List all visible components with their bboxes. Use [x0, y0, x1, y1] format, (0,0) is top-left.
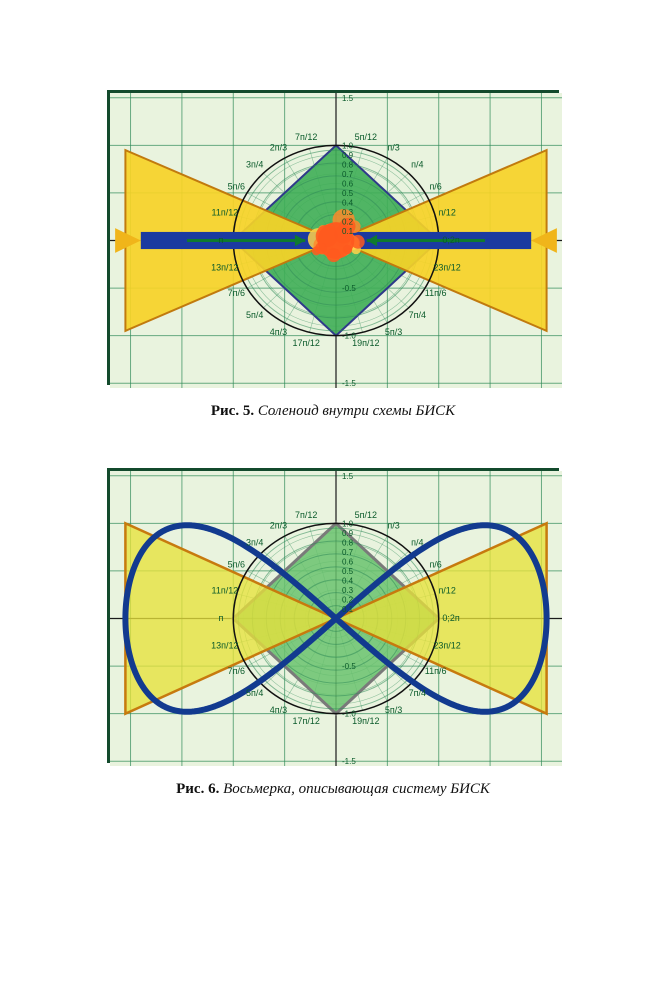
- figure-5-frame: 5п/12 7п/12 2п/3 п/3 3п/4 п/4 5п/6 п/6 11п/12 п/1…: [107, 90, 559, 385]
- svg-text:11п/6: 11п/6: [425, 288, 447, 298]
- svg-text:19п/12: 19п/12: [352, 716, 379, 726]
- svg-text:3п/4: 3п/4: [246, 160, 263, 170]
- svg-text:0.9: 0.9: [342, 151, 354, 160]
- svg-text:5п/4: 5п/4: [246, 688, 263, 698]
- svg-text:19п/12: 19п/12: [352, 338, 379, 348]
- svg-text:13п/12: 13п/12: [211, 640, 238, 650]
- svg-text:7п/6: 7п/6: [228, 288, 245, 298]
- svg-text:0.3: 0.3: [342, 208, 354, 217]
- svg-text:0.7: 0.7: [342, 548, 354, 557]
- svg-text:5п/3: 5п/3: [385, 705, 402, 715]
- figure-6-block: 5п/12 7п/12 2п/3 п/3 3п/4 п/4 5п/6 п/6 11п/12 п/1…: [0, 468, 666, 798]
- svg-text:1.5: 1.5: [342, 94, 354, 103]
- figure-5-caption-text: Соленоид внутри схемы БИСК: [258, 403, 455, 419]
- svg-text:-0.5: -0.5: [342, 662, 356, 671]
- svg-text:2п/3: 2п/3: [270, 521, 287, 531]
- svg-text:0.7: 0.7: [342, 170, 354, 179]
- svg-text:1.0: 1.0: [342, 519, 354, 528]
- svg-text:0.5: 0.5: [342, 189, 354, 198]
- svg-text:0.8: 0.8: [342, 538, 354, 547]
- svg-text:13п/12: 13п/12: [211, 262, 238, 272]
- figure-6-caption-text: Восьмерка, описывающая систему БИСК: [223, 781, 490, 797]
- svg-text:-1.5: -1.5: [342, 379, 356, 388]
- svg-text:7п/12: 7п/12: [295, 132, 317, 142]
- svg-text:0.4: 0.4: [342, 198, 354, 207]
- svg-text:5п/12: 5п/12: [355, 510, 377, 520]
- svg-text:п: п: [219, 613, 224, 623]
- figure-5-caption: Рис. 5. Соленоид внутри схемы БИСК: [211, 403, 455, 420]
- svg-text:п/6: п/6: [429, 560, 441, 570]
- svg-text:0.1: 0.1: [342, 227, 354, 236]
- svg-text:0.1: 0.1: [342, 605, 354, 614]
- svg-text:5п/4: 5п/4: [246, 310, 263, 320]
- svg-text:11п/6: 11п/6: [425, 666, 447, 676]
- svg-text:п/12: п/12: [438, 207, 455, 217]
- fig5-frame-svg: 5п/12 7п/12 2п/3 п/3 3п/4 п/4 5п/6 п/6 11п/12 п/1…: [110, 93, 562, 388]
- svg-text:0;2п: 0;2п: [442, 235, 460, 245]
- svg-text:0;2п: 0;2п: [442, 613, 460, 623]
- svg-text:0.8: 0.8: [342, 160, 354, 169]
- svg-text:2п/3: 2п/3: [270, 143, 287, 153]
- spacer: [0, 420, 666, 468]
- svg-text:7п/4: 7п/4: [409, 688, 426, 698]
- svg-text:0.2: 0.2: [342, 217, 354, 226]
- svg-text:-1.0: -1.0: [342, 710, 356, 719]
- figure-6-frame: 5п/12 7п/12 2п/3 п/3 3п/4 п/4 5п/6 п/6 11п/12 п/1…: [107, 468, 559, 763]
- figure-6-caption: Рис. 6. Восьмерка, описывающая систему Б…: [176, 781, 490, 798]
- svg-text:п/3: п/3: [387, 521, 399, 531]
- svg-text:5п/6: 5п/6: [228, 560, 245, 570]
- svg-text:0.2: 0.2: [342, 595, 354, 604]
- svg-text:п: п: [219, 235, 224, 245]
- figure-6-caption-bold: Рис. 6.: [176, 781, 219, 797]
- svg-text:п/12: п/12: [438, 585, 455, 595]
- svg-text:7п/4: 7п/4: [409, 310, 426, 320]
- svg-text:0.6: 0.6: [342, 557, 354, 566]
- svg-text:5п/12: 5п/12: [355, 132, 377, 142]
- svg-text:4п/3: 4п/3: [270, 327, 287, 337]
- svg-text:23п/12: 23п/12: [433, 640, 460, 650]
- svg-text:23п/12: 23п/12: [433, 262, 460, 272]
- page: 5п/12 7п/12 2п/3 п/3 3п/4 п/4 5п/6 п/6 11п/12 п/1…: [0, 0, 666, 1000]
- svg-text:0.9: 0.9: [342, 529, 354, 538]
- svg-text:17п/12: 17п/12: [293, 716, 320, 726]
- svg-text:п/4: п/4: [411, 538, 423, 548]
- svg-text:4п/3: 4п/3: [270, 705, 287, 715]
- svg-text:-1.0: -1.0: [342, 332, 356, 341]
- svg-text:0.5: 0.5: [342, 567, 354, 576]
- svg-text:11п/12: 11п/12: [211, 207, 238, 217]
- svg-text:5п/3: 5п/3: [385, 327, 402, 337]
- svg-text:0.4: 0.4: [342, 576, 354, 585]
- figure-5-block: 5п/12 7п/12 2п/3 п/3 3п/4 п/4 5п/6 п/6 11п/12 п/1…: [0, 90, 666, 420]
- svg-text:-1.5: -1.5: [342, 757, 356, 766]
- svg-text:0.6: 0.6: [342, 179, 354, 188]
- svg-text:17п/12: 17п/12: [293, 338, 320, 348]
- svg-text:п/6: п/6: [429, 182, 441, 192]
- fig6-frame-svg: 5п/12 7п/12 2п/3 п/3 3п/4 п/4 5п/6 п/6 11п/12 п/1…: [110, 471, 562, 766]
- svg-text:п/3: п/3: [387, 143, 399, 153]
- svg-text:3п/4: 3п/4: [246, 538, 263, 548]
- svg-text:п/4: п/4: [411, 160, 423, 170]
- svg-text:7п/6: 7п/6: [228, 666, 245, 676]
- svg-text:1.5: 1.5: [342, 472, 354, 481]
- svg-text:0.3: 0.3: [342, 586, 354, 595]
- svg-text:7п/12: 7п/12: [295, 510, 317, 520]
- svg-text:-0.5: -0.5: [342, 284, 356, 293]
- figure-5-caption-bold: Рис. 5.: [211, 403, 254, 419]
- svg-text:5п/6: 5п/6: [228, 182, 245, 192]
- svg-text:11п/12: 11п/12: [211, 585, 238, 595]
- svg-text:1.0: 1.0: [342, 141, 354, 150]
